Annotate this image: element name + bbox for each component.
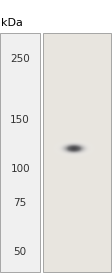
Text: 250: 250 [10, 54, 30, 64]
Text: 100: 100 [10, 164, 30, 174]
Text: kDa: kDa [1, 18, 23, 28]
Bar [0, 33, 40, 272]
Bar [43, 33, 111, 272]
Text: 150: 150 [10, 115, 30, 125]
Text: 75: 75 [14, 198, 27, 208]
Text: 50: 50 [14, 247, 27, 257]
